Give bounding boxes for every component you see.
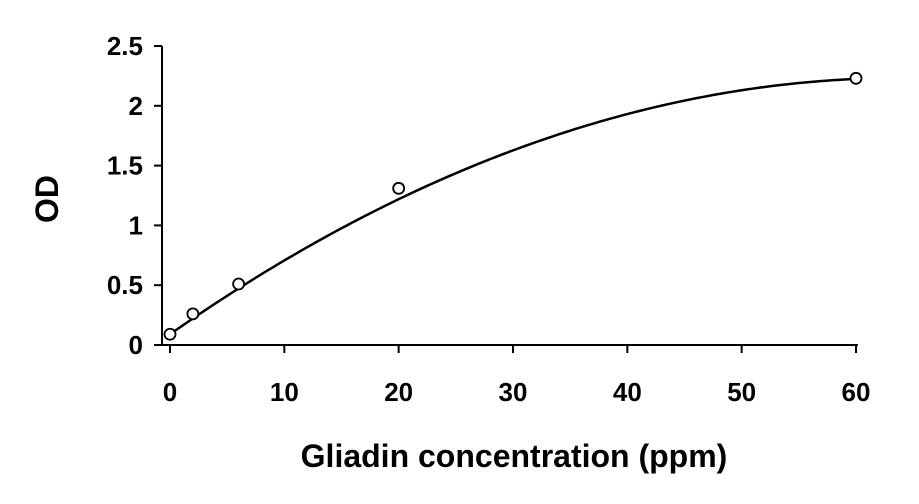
fit-curve [169, 77, 857, 336]
y-tick-label: 2 [129, 91, 143, 121]
data-points [163, 71, 863, 341]
fit-curve-group [169, 77, 857, 336]
y-axis: 0 0.5 1 1.5 2 2.5 [107, 31, 163, 360]
data-point [849, 71, 863, 85]
x-tick-label: 40 [613, 377, 642, 407]
x-tick-label: 30 [499, 377, 528, 407]
y-tick-label: 1.5 [107, 151, 143, 181]
x-tick-label: 0 [163, 377, 177, 407]
y-tick-label: 1 [129, 210, 143, 240]
data-point [186, 307, 200, 321]
x-axis-title: Gliadin concentration (ppm) [301, 438, 728, 474]
x-tick-label: 50 [727, 377, 756, 407]
y-tick-label: 2.5 [107, 31, 143, 61]
y-tick-label: 0.5 [107, 270, 143, 300]
data-point [232, 277, 246, 291]
data-point [163, 327, 177, 341]
y-tick-label: 0 [129, 330, 143, 360]
x-tick-label: 60 [842, 377, 871, 407]
x-axis: 0 10 20 30 40 50 60 [162, 344, 871, 407]
x-tick-label: 20 [384, 377, 413, 407]
x-tick-label: 10 [270, 377, 299, 407]
data-point [392, 181, 406, 195]
y-axis-title: OD [29, 175, 65, 223]
